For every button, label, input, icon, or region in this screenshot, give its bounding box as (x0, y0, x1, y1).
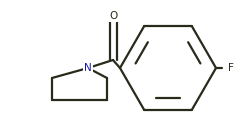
Text: F: F (228, 63, 234, 73)
Text: N: N (84, 63, 92, 73)
Text: O: O (109, 11, 117, 21)
